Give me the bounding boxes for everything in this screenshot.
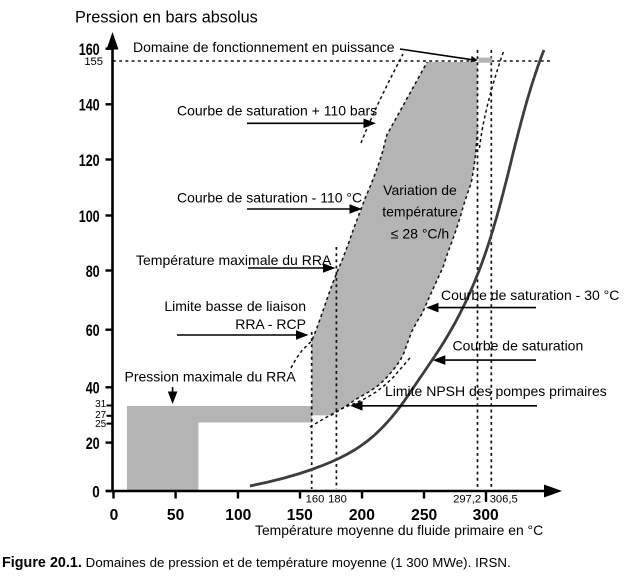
svg-text:≤ 28 °C/h: ≤ 28 °C/h [391,226,449,242]
svg-text:Pression maximale du RRA: Pression maximale du RRA [125,369,297,385]
svg-text:Température moyenne du fluide: Température moyenne du fluide primaire e… [255,522,543,538]
svg-text:Pression en bars absolus: Pression en bars absolus [75,9,258,27]
svg-text:40: 40 [86,379,100,398]
svg-text:160: 160 [306,494,325,506]
svg-text:120: 120 [79,151,100,170]
svg-text:Variation de: Variation de [383,182,457,198]
svg-text:Courbe de saturation + 110 bar: Courbe de saturation + 110 bars [177,103,377,119]
svg-text:155: 155 [84,56,103,68]
svg-text:50: 50 [167,507,185,524]
svg-text:Température maximale du RRA: Température maximale du RRA [136,252,332,268]
svg-text:20: 20 [86,434,100,453]
svg-text:250: 250 [411,507,437,524]
svg-text:Figure 20.1. Domaines de press: Figure 20.1. Domaines de pression et de … [2,555,511,571]
svg-text:0: 0 [92,482,100,501]
svg-text:160: 160 [79,40,100,59]
svg-text:100: 100 [225,507,251,524]
svg-text:température: température [382,204,458,220]
svg-text:200: 200 [349,507,375,524]
svg-text:Limite NPSH des pompes primair: Limite NPSH des pompes primaires [385,383,607,399]
svg-text:25: 25 [95,419,107,430]
svg-text:100: 100 [79,207,100,226]
svg-text:27: 27 [95,410,107,421]
svg-text:150: 150 [287,507,313,524]
svg-text:31: 31 [95,399,107,410]
svg-text:306,5: 306,5 [490,494,518,506]
svg-text:300: 300 [473,507,499,524]
svg-text:Courbe de saturation - 110 °C: Courbe de saturation - 110 °C [177,190,362,206]
svg-text:Limite basse de liaison: Limite basse de liaison [164,298,306,314]
svg-text:297,2: 297,2 [453,494,481,506]
svg-text:180: 180 [328,494,347,506]
svg-text:80: 80 [86,262,100,281]
svg-text:0: 0 [110,507,119,524]
svg-text:Courbe de saturation: Courbe de saturation [453,338,584,354]
svg-text:RRA - RCP: RRA - RCP [235,316,306,332]
svg-text:140: 140 [79,96,100,115]
svg-text:Courbe de saturation - 30 °C: Courbe de saturation - 30 °C [441,287,619,303]
svg-text:60: 60 [86,321,100,340]
svg-text:Domaine de fonctionnement en p: Domaine de fonctionnement en puissance [133,39,395,55]
